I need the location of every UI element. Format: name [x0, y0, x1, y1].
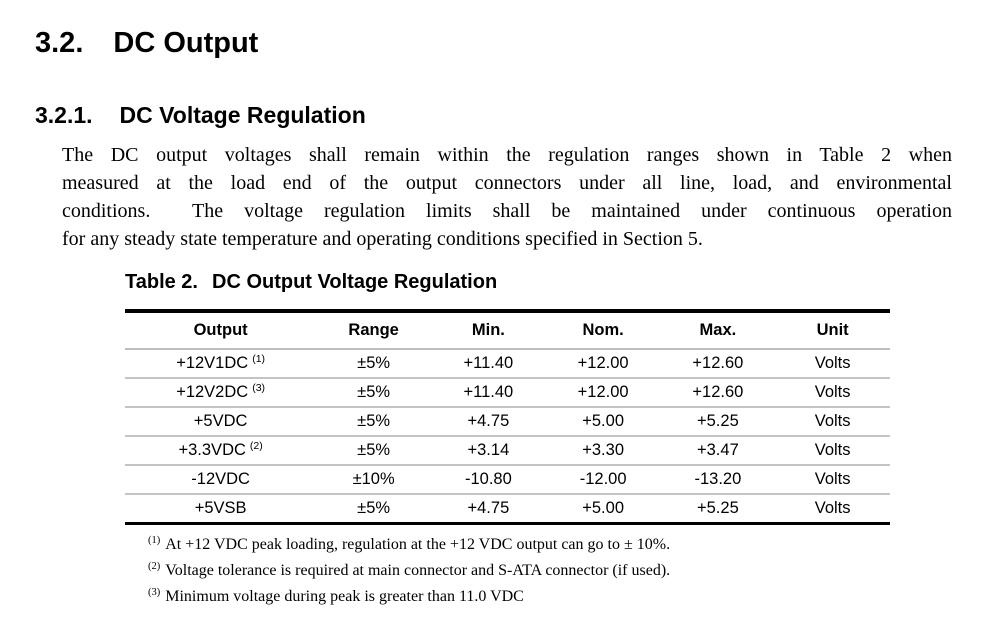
cell-nom: +12.00: [545, 378, 661, 408]
cell-nom: +3.30: [545, 436, 661, 466]
footnote: (2) Voltage tolerance is required at main…: [148, 561, 848, 581]
cell-range: ±5%: [316, 349, 431, 379]
footnote-text: Voltage tolerance is required at main co…: [165, 562, 671, 579]
subsection-title: DC Voltage Regulation: [119, 102, 366, 128]
subsection-number: 3.2.1.: [35, 102, 93, 128]
footnote-text: Minimum voltage during peak is greater t…: [165, 588, 524, 605]
section-heading: 3.2. DC Output: [35, 26, 258, 60]
footnote: (3) Minimum voltage during peak is greate…: [148, 587, 848, 607]
cell-nom: +12.00: [545, 349, 661, 379]
cell-min: -10.80: [431, 465, 546, 495]
col-header-output: Output: [125, 311, 317, 350]
cell-max: +5.25: [660, 407, 776, 437]
cell-max: +12.60: [660, 378, 776, 408]
cell-output: +5VDC: [125, 407, 317, 437]
cell-range: ±10%: [316, 465, 431, 495]
paragraph-line: measured at the load end of the output c…: [62, 172, 952, 194]
cell-nom: +5.00: [582, 498, 624, 517]
cell-min: +11.40: [431, 378, 546, 408]
paragraph-line: conditions. The voltage regulation limit…: [62, 200, 952, 222]
table-caption: Table 2. DC Output Voltage Regulation: [125, 271, 497, 294]
table-row: +3.3VDC (2) ±5% +3.14 +3.30 +3.47 Volts: [125, 436, 890, 466]
cell-unit: Volts: [814, 498, 851, 517]
footnote-text: At +12 VDC peak loading, regulation at t…: [165, 536, 671, 553]
footnote-marker: (1): [148, 534, 161, 546]
section-number: 3.2.: [35, 27, 84, 59]
col-header-max: Max.: [660, 311, 776, 350]
table-row: +5VSB ±5% +4.75 +5.00 +5.25 Volts: [125, 494, 890, 523]
col-header-unit: Unit: [775, 311, 890, 350]
cell-max: +3.47: [660, 436, 776, 466]
table-header-row: Output Range Min. Nom. Max. Unit: [125, 311, 890, 350]
table-row: +5VDC ±5% +4.75 +5.00 +5.25 Volts: [125, 407, 890, 437]
cell-range: ±5%: [316, 407, 431, 437]
paragraph-line: for any steady state temperature and ope…: [62, 228, 703, 250]
cell-unit: Volts: [775, 407, 890, 437]
footnote-ref: (3): [252, 381, 266, 394]
cell-output: +12V2DC (3): [125, 378, 317, 408]
footnotes-section: (1) At +12 VDC peak loading, regulation a…: [148, 535, 848, 613]
col-header-min: Min.: [431, 311, 546, 350]
footnote-ref: (2): [249, 439, 263, 452]
body-paragraph: The DC output voltages shall remain with…: [62, 141, 952, 253]
cell-unit: Volts: [775, 465, 890, 495]
table-body: +12V1DC (1) ±5% +11.40 +12.00 +12.60 Volts +12V…: [125, 349, 890, 523]
table-row: +12V2DC (3) ±5% +11.40 +12.00 +12.60 Volts: [125, 378, 890, 408]
cell-unit: Volts: [775, 349, 890, 379]
footnote: (1) At +12 VDC peak loading, regulation a…: [148, 535, 848, 555]
cell-output: +3.3VDC (2): [125, 436, 317, 466]
subsection-heading: 3.2.1. DC Voltage Regulation: [35, 101, 366, 129]
cell-nom: -12.00: [545, 465, 661, 495]
dc-output-voltage-table: Output Range Min. Nom. Max. Unit +12V1DC…: [125, 309, 890, 525]
table-caption-title: DC Output Voltage Regulation: [212, 271, 498, 293]
cell-output: -12VDC: [125, 465, 317, 495]
cell-output: +12V1DC (1): [125, 349, 317, 379]
cell-range: ±5%: [357, 498, 391, 517]
col-header-range: Range: [316, 311, 431, 350]
col-header-nom: Nom.: [545, 311, 661, 350]
section-title: DC Output: [113, 27, 259, 59]
paragraph-line: The DC output voltages shall remain with…: [62, 144, 952, 166]
cell-max: -13.20: [660, 465, 776, 495]
footnote-marker: (3): [148, 586, 161, 598]
footnote-marker: (2): [148, 560, 161, 572]
footnote-ref: (1): [252, 352, 266, 365]
cell-min: +4.75: [467, 498, 510, 517]
cell-unit: Volts: [775, 436, 890, 466]
cell-output: +5VSB: [194, 498, 247, 517]
cell-range: ±5%: [316, 378, 431, 408]
cell-min: +3.14: [431, 436, 546, 466]
cell-nom: +5.00: [545, 407, 661, 437]
cell-min: +4.75: [431, 407, 546, 437]
cell-min: +11.40: [431, 349, 546, 379]
cell-max: +5.25: [697, 498, 739, 517]
cell-unit: Volts: [775, 378, 890, 408]
table-row: +12V1DC (1) ±5% +11.40 +12.00 +12.60 Volts: [125, 349, 890, 379]
cell-max: +12.60: [660, 349, 776, 379]
table-row: -12VDC ±10% -10.80 -12.00 -13.20 Volts: [125, 465, 890, 495]
table-caption-label: Table 2.: [125, 271, 198, 293]
cell-range: ±5%: [316, 436, 431, 466]
